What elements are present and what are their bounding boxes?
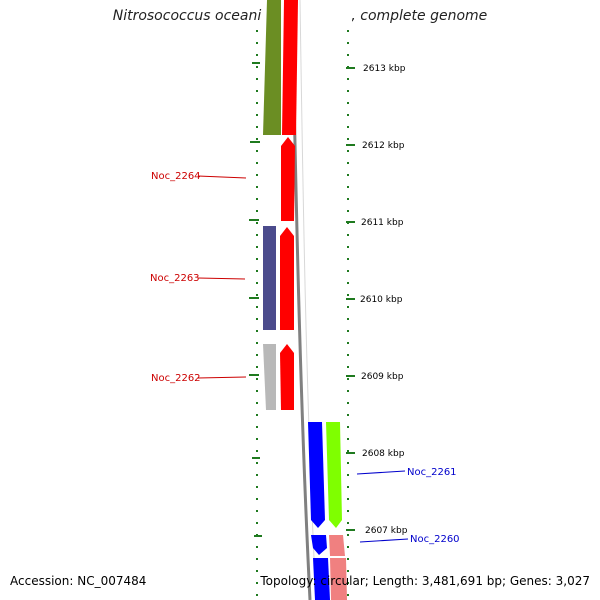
left-major-ticks [249,62,262,537]
accession-label: Accession: NC_007484 [10,574,147,588]
gene-noc2263[interactable] [263,226,276,330]
gene-noc2260[interactable] [311,535,327,555]
gene-noc2261[interactable] [308,422,325,528]
left-label-leaders [197,175,247,379]
scale-labels: 2613 kbp 2612 kbp 2611 kbp 2610 kbp 2609… [360,64,408,536]
gene-noc2264[interactable] [281,137,295,221]
gene-label-noc2261[interactable]: Noc_2261 [407,467,457,478]
scale-label: 2612 kbp [362,141,405,151]
gene-olive-upper[interactable] [263,0,281,135]
scale-label: 2613 kbp [363,64,406,74]
right-label-leaders [356,470,409,543]
gene-pink-right[interactable] [329,535,345,556]
gene-red-lower[interactable] [280,344,294,410]
gene-label-noc2262[interactable]: Noc_2262 [151,373,201,384]
scale-label: 2610 kbp [360,295,403,305]
gene-label-noc2260[interactable]: Noc_2260 [410,534,460,545]
gene-label-noc2264[interactable]: Noc_2264 [151,171,201,182]
left-gene-labels: Noc_2264 Noc_2263 Noc_2262 [150,171,201,384]
scale-label: 2608 kbp [362,449,405,459]
scale-label: 2611 kbp [361,218,404,228]
right-gene-labels: Noc_2261 Noc_2260 [407,467,460,545]
gene-red-mid[interactable] [280,227,294,330]
right-major-ticks [346,67,355,531]
gene-green-right[interactable] [326,422,342,528]
gene-red-upper[interactable] [282,0,298,135]
gene-blue-bottom[interactable] [313,558,330,600]
gene-label-noc2263[interactable]: Noc_2263 [150,273,200,284]
scale-label: 2609 kbp [361,372,404,382]
gene-noc2262[interactable] [263,344,276,410]
gene-pink-bottom[interactable] [330,558,347,600]
topology-label: Topology: circular; Length: 3,481,691 bp… [260,574,590,588]
scale-label: 2607 kbp [365,526,408,536]
